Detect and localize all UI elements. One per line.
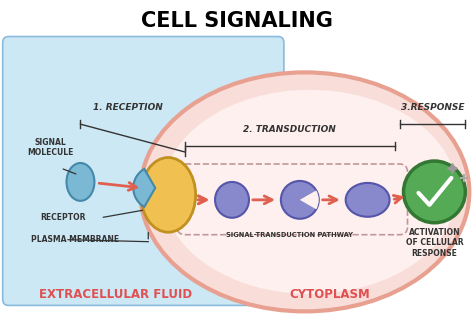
Wedge shape [300,190,319,209]
Text: PLASMA MEMBRANE: PLASMA MEMBRANE [31,235,118,244]
Text: CYTOPLASM: CYTOPLASM [289,288,370,301]
Ellipse shape [140,72,469,311]
Text: EXTRACELLULAR FLUID: EXTRACELLULAR FLUID [39,288,192,301]
Ellipse shape [281,181,319,219]
Ellipse shape [141,158,196,232]
Text: SIGNAL-TRANSDUCTION PATHWAY: SIGNAL-TRANSDUCTION PATHWAY [227,232,353,238]
Text: 2. TRANSDUCTION: 2. TRANSDUCTION [244,125,336,134]
Text: RECEPTOR: RECEPTOR [41,213,86,222]
Text: SIGNAL
MOLECULE: SIGNAL MOLECULE [27,138,74,157]
FancyBboxPatch shape [3,36,284,306]
Ellipse shape [66,163,94,201]
Ellipse shape [403,161,465,223]
Text: ACTIVATION
OF CELLULAR
RESPONSE: ACTIVATION OF CELLULAR RESPONSE [406,228,463,258]
Text: 1. RECEPTION: 1. RECEPTION [93,103,163,112]
Wedge shape [133,169,155,207]
Text: CELL SIGNALING: CELL SIGNALING [141,11,333,30]
Text: 3.RESPONSE: 3.RESPONSE [401,103,464,112]
Ellipse shape [163,90,457,294]
Ellipse shape [215,182,249,218]
Ellipse shape [346,183,390,217]
